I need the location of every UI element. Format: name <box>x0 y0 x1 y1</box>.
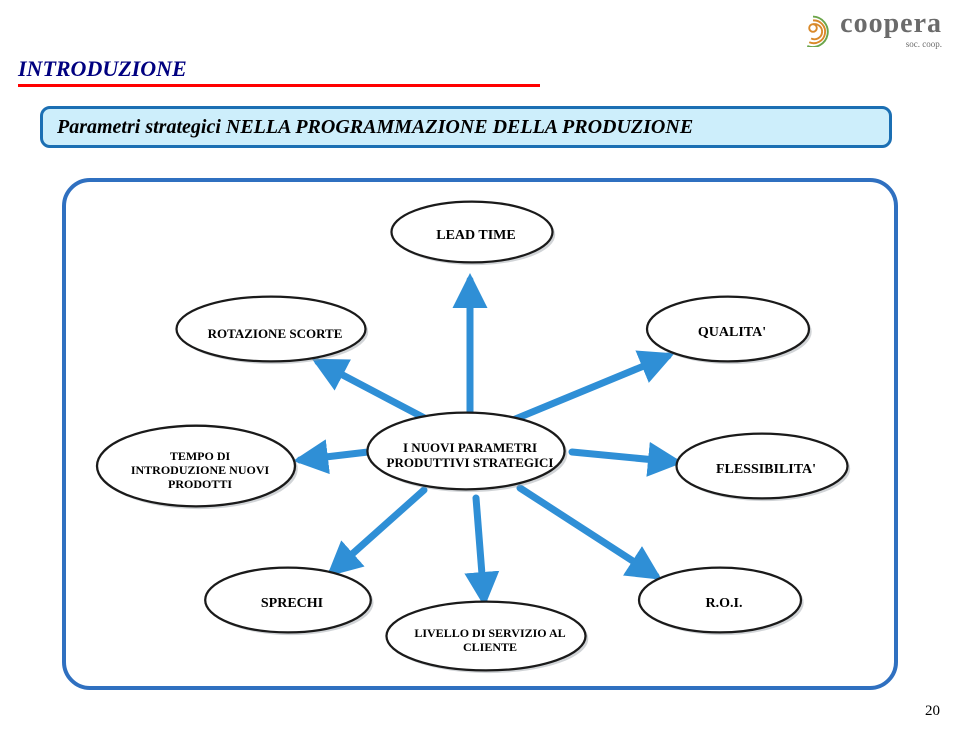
node-label: LEAD TIME <box>386 228 566 244</box>
logo: coopera soc. coop. <box>794 8 942 48</box>
logo-text: coopera <box>840 8 942 39</box>
node-label: TEMPO DIINTRODUZIONE NUOVIPRODOTTI <box>92 449 308 491</box>
node-label: LIVELLO DI SERVIZIO ALCLIENTE <box>380 626 600 654</box>
node-lead-time: LEAD TIME <box>386 202 566 270</box>
node-label: R.O.I. <box>634 596 814 612</box>
node-servizio-cliente: LIVELLO DI SERVIZIO ALCLIENTE <box>380 602 600 678</box>
node-roi: R.O.I. <box>634 568 814 640</box>
node-label: QUALITA' <box>642 325 822 341</box>
title-box-text: Parametri strategici NELLA PROGRAMMAZION… <box>57 116 693 139</box>
spiral-icon <box>794 9 832 47</box>
section-underline <box>18 84 540 87</box>
node-label: ROTAZIONE SCORTE <box>170 326 380 341</box>
title-box: Parametri strategici NELLA PROGRAMMAZION… <box>40 106 892 148</box>
page-number: 20 <box>925 703 940 720</box>
node-center: I NUOVI PARAMETRIPRODUTTIVI STRATEGICI <box>362 413 578 497</box>
node-label: I NUOVI PARAMETRIPRODUTTIVI STRATEGICI <box>362 440 578 470</box>
section-title: INTRODUZIONE <box>18 56 187 82</box>
section-title-text: INTRODUZIONE <box>18 56 187 81</box>
node-label: FLESSIBILITA' <box>671 462 861 478</box>
node-qualita: QUALITA' <box>642 297 822 369</box>
node-flessibilita: FLESSIBILITA' <box>671 434 861 506</box>
logo-subtext: soc. coop. <box>840 40 942 48</box>
node-rotazione-scorte: ROTAZIONE SCORTE <box>170 297 380 369</box>
node-label: SPRECHI <box>200 596 384 612</box>
node-sprechi: SPRECHI <box>200 568 384 640</box>
node-tempo-intro: TEMPO DIINTRODUZIONE NUOVIPRODOTTI <box>92 426 308 514</box>
